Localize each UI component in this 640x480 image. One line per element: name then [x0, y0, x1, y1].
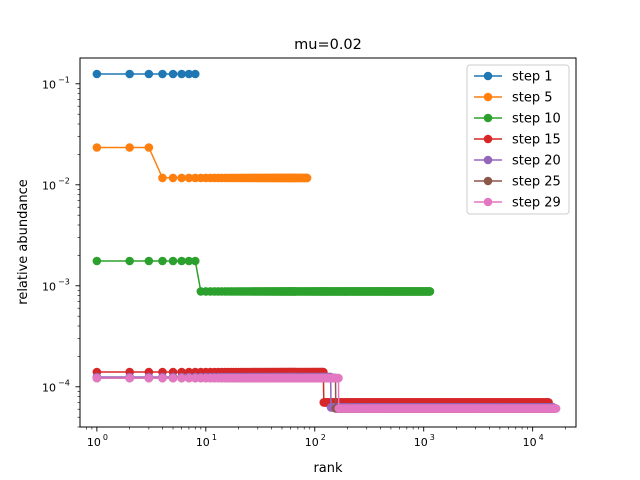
data-point — [144, 256, 154, 266]
x-tick-label-exponent: 4 — [539, 433, 544, 442]
y-tick-label-exponent: −3 — [58, 277, 70, 286]
data-point — [92, 143, 102, 152]
legend-item: step 20 — [474, 154, 561, 169]
chart-title: mu=0.02 — [294, 37, 362, 53]
data-point — [168, 256, 178, 266]
x-tick-label-exponent: 0 — [103, 433, 108, 442]
data-point — [125, 143, 134, 152]
legend-label: step 10 — [512, 112, 561, 127]
legend-label: step 5 — [512, 91, 553, 106]
legend-label: step 15 — [512, 133, 561, 148]
legend-marker — [483, 197, 493, 207]
data-point — [184, 373, 194, 383]
series-line — [96, 260, 430, 293]
data-point — [92, 256, 102, 266]
legend-label: step 29 — [512, 196, 561, 211]
data-point — [158, 69, 167, 79]
data-point — [125, 69, 134, 79]
data-point — [168, 69, 178, 79]
y-tick-label-exponent: −2 — [58, 176, 70, 185]
y-tick-label-exponent: −1 — [58, 75, 70, 84]
data-point — [125, 256, 134, 266]
x-tick-label-exponent: 1 — [212, 433, 217, 442]
data-point — [177, 373, 186, 383]
data-point — [177, 69, 186, 79]
data-point — [177, 173, 186, 183]
data-point — [177, 256, 186, 266]
y-tick-label: 10 — [42, 381, 56, 394]
y-axis-label: relative abundance — [16, 179, 31, 304]
data-point — [334, 373, 343, 383]
data-point — [125, 373, 134, 383]
x-tick-label-exponent: 3 — [430, 433, 435, 442]
legend-item: step 1 — [474, 70, 553, 85]
series-step-10 — [92, 256, 435, 296]
x-tick-label: 10 — [196, 436, 210, 449]
legend-item: step 5 — [474, 91, 553, 106]
y-tick-label: 10 — [42, 179, 56, 192]
x-tick-label: 10 — [414, 436, 428, 449]
series-line — [96, 146, 308, 179]
data-point — [158, 373, 167, 383]
legend-marker — [483, 155, 493, 165]
series-group — [92, 69, 561, 413]
axis-ticks: 10 0 10 1 10 2 10 3 10 410 −410 −310 −210 −1 — [42, 75, 566, 449]
data-point — [144, 373, 154, 383]
data-point — [190, 256, 200, 266]
data-point — [184, 256, 194, 266]
legend-label: step 1 — [512, 70, 553, 85]
y-tick-label: 10 — [42, 78, 56, 91]
y-tick-label-exponent: −4 — [58, 378, 70, 387]
legend: step 1 step 5 step 10 step 15 step 20 step 25… — [466, 64, 570, 215]
data-point — [144, 143, 154, 152]
legend-box — [466, 64, 570, 215]
legend-marker — [483, 92, 493, 102]
x-tick-label: 10 — [523, 436, 537, 449]
legend-marker — [483, 176, 493, 186]
legend-marker — [483, 134, 493, 144]
plot-frame — [79, 57, 577, 428]
x-tick-label: 10 — [87, 436, 101, 449]
data-point — [92, 69, 102, 79]
data-point — [551, 404, 561, 413]
legend-label: step 20 — [512, 154, 561, 169]
legend-marker — [483, 113, 493, 123]
legend-item: step 29 — [474, 196, 561, 211]
data-point — [184, 69, 194, 79]
series-step-5 — [92, 143, 312, 183]
x-tick-label: 10 — [305, 436, 319, 449]
legend-item: step 15 — [474, 133, 561, 148]
data-point — [158, 173, 167, 183]
series-step-29 — [92, 373, 561, 413]
legend-marker — [483, 71, 493, 81]
data-point — [168, 373, 178, 383]
data-point — [302, 173, 312, 183]
data-point — [168, 173, 178, 183]
data-point — [158, 256, 167, 266]
data-point — [184, 173, 194, 183]
series-step-1 — [92, 69, 200, 79]
y-tick-label: 10 — [42, 280, 56, 293]
data-point — [425, 287, 435, 296]
data-point — [92, 373, 102, 383]
legend-item: step 10 — [474, 112, 561, 127]
plot-area — [92, 69, 561, 413]
legend-label: step 25 — [512, 175, 561, 190]
data-point — [190, 69, 200, 79]
data-point — [144, 69, 154, 79]
x-tick-label-exponent: 2 — [321, 433, 326, 442]
legend-item: step 25 — [474, 175, 561, 190]
x-axis-label: rank — [313, 461, 343, 476]
